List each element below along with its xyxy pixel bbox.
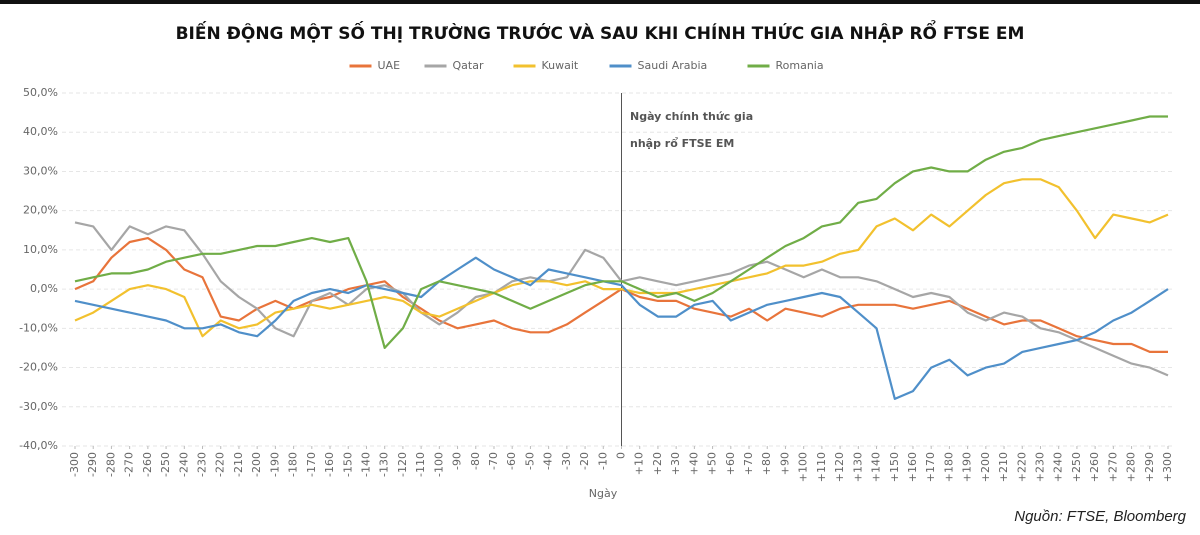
x-tick-label: +150: [888, 452, 901, 482]
x-tick-label: +280: [1125, 452, 1138, 482]
x-tick-label: -230: [196, 452, 209, 477]
x-tick-label: -290: [86, 452, 99, 477]
x-tick-label: -280: [104, 452, 117, 477]
x-tick-label: -250: [159, 452, 172, 477]
x-tick-label: +100: [797, 452, 810, 482]
x-tick-label: -180: [287, 452, 300, 477]
legend-label: Kuwait: [542, 59, 579, 72]
x-tick-label: +50: [706, 452, 719, 475]
annotation: Ngày chính thức gia: [630, 110, 753, 123]
x-tick-label: +10: [633, 452, 646, 475]
x-tick-label: +160: [906, 452, 919, 482]
x-tick-label: -140: [359, 452, 372, 477]
x-tick-label: +30: [669, 452, 682, 475]
x-tick-label: +130: [851, 452, 864, 482]
x-tick-label: -100: [432, 452, 445, 477]
x-tick-label: -70: [487, 452, 500, 470]
top-border: [0, 0, 1200, 4]
series-line: [74, 115, 1168, 349]
legend-label: UAE: [378, 59, 401, 72]
x-tick-label: -40: [542, 452, 555, 470]
x-tick-label: +110: [815, 452, 828, 482]
x-tick-label: +40: [687, 452, 700, 475]
x-tick-label: +270: [1106, 452, 1119, 482]
chart-title: BIẾN ĐỘNG MỘT SỐ THỊ TRƯỜNG TRƯỚC VÀ SAU…: [176, 19, 1025, 44]
series-line: [74, 256, 1169, 400]
y-tick-label: -30,0%: [19, 400, 58, 413]
x-tick-label: +170: [924, 452, 937, 482]
x-tick-label: -190: [268, 452, 281, 477]
y-tick-label: 10,0%: [23, 243, 58, 256]
x-tick-label: -220: [214, 452, 227, 477]
y-tick-label: 30,0%: [23, 164, 58, 177]
x-tick-label: +250: [1070, 452, 1083, 482]
source: Nguồn: FTSE, Bloomberg: [1014, 508, 1186, 525]
x-tick-label: -260: [141, 452, 154, 477]
x-tick-label: -90: [451, 452, 464, 470]
legend-label: Qatar: [453, 59, 484, 72]
annotation: nhập rổ FTSE EM: [630, 137, 734, 150]
x-tick-label: -120: [396, 452, 409, 477]
x-tick-label: +190: [961, 452, 974, 482]
x-tick-label: -170: [305, 452, 318, 477]
x-tick-label: +120: [833, 452, 846, 482]
x-tick-label: +180: [942, 452, 955, 482]
x-tick-label: +200: [979, 452, 992, 482]
x-tick-label: +70: [742, 452, 755, 475]
x-tick-label: +290: [1143, 452, 1156, 482]
x-tick-label: 0: [615, 452, 628, 459]
series-line: [74, 178, 1169, 338]
legend-label: Romania: [776, 59, 824, 72]
x-tick-label: +140: [870, 452, 883, 482]
x-tick-label: +300: [1161, 452, 1174, 482]
x-tick-label: -80: [469, 452, 482, 470]
y-tick-label: -20,0%: [19, 361, 58, 374]
x-tick-label: -240: [177, 452, 190, 477]
x-tick-label: -50: [523, 452, 536, 470]
x-tick-label: +90: [778, 452, 791, 475]
y-tick-label: -40,0%: [19, 439, 58, 452]
x-tick-label: +240: [1052, 452, 1065, 482]
x-tick-label: -200: [250, 452, 263, 477]
legend-label: Saudi Arabia: [638, 59, 708, 72]
x-tick-label: -270: [123, 452, 136, 477]
x-tick-label: -130: [378, 452, 391, 477]
x-tick-label: -60: [505, 452, 518, 470]
y-tick-label: 50,0%: [23, 86, 58, 99]
x-tick-label: -10: [596, 452, 609, 470]
x-tick-label: +260: [1088, 452, 1101, 482]
x-tick-label: -300: [68, 452, 81, 477]
x-tick-label: +80: [760, 452, 773, 475]
x-tick-label: +20: [651, 452, 664, 475]
x-tick-label: -110: [414, 452, 427, 477]
x-tick-label: -150: [341, 452, 354, 477]
y-tick-label: 20,0%: [23, 204, 58, 217]
x-tick-label: -20: [578, 452, 591, 470]
x-tick-label: +210: [997, 452, 1010, 482]
x-tick-label: +220: [1015, 452, 1028, 482]
y-tick-label: 0,0%: [30, 282, 58, 295]
x-tick-label: -160: [323, 452, 336, 477]
y-tick-label: 40,0%: [23, 125, 58, 138]
y-tick-label: -10,0%: [19, 321, 58, 334]
x-tick-label: -210: [232, 452, 245, 477]
x-tick-label: +60: [724, 452, 737, 475]
x-tick-label: +230: [1033, 452, 1046, 482]
x-axis-title: Ngày: [589, 487, 618, 500]
x-tick-label: -30: [560, 452, 573, 470]
